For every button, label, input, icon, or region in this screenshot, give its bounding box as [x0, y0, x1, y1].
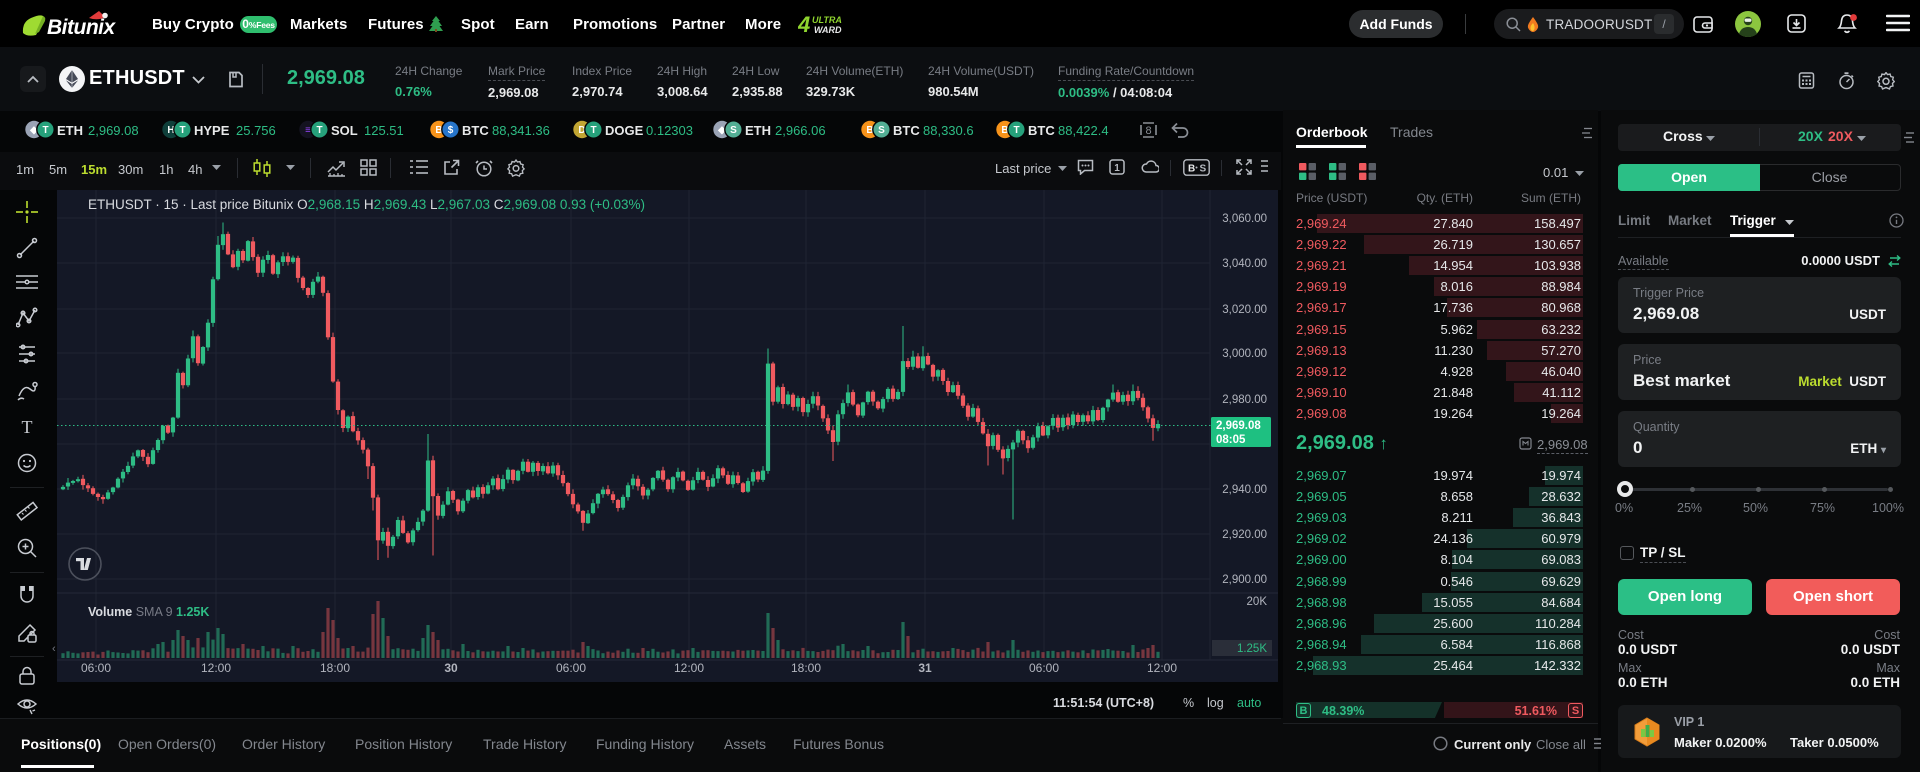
svg-text:2,900.00: 2,900.00 — [1222, 574, 1267, 586]
svg-text:2,940.00: 2,940.00 — [1222, 484, 1267, 496]
svg-text:2,920.00: 2,920.00 — [1222, 529, 1267, 541]
svg-text:2,980.00: 2,980.00 — [1222, 394, 1267, 406]
svg-text:WARD: WARD — [814, 25, 842, 35]
svg-text:12:00: 12:00 — [201, 661, 231, 675]
svg-text:4: 4 — [798, 12, 810, 37]
svg-text:18:00: 18:00 — [320, 661, 350, 675]
svg-text:12:00: 12:00 — [674, 661, 704, 675]
svg-text:06:00: 06:00 — [556, 661, 586, 675]
svg-text:08:05: 08:05 — [1216, 434, 1246, 446]
svg-text:ULTRA: ULTRA — [812, 15, 842, 25]
svg-text:Bitunix: Bitunix — [47, 16, 116, 39]
svg-text:ETHUSDT · 15 · Last price Bitu: ETHUSDT · 15 · Last price Bitunix O2,968… — [88, 197, 645, 212]
svg-text:‹: ‹ — [52, 643, 56, 655]
svg-text:20K: 20K — [1247, 596, 1268, 608]
svg-text:3,060.00: 3,060.00 — [1222, 213, 1267, 225]
svg-text:06:00: 06:00 — [81, 661, 111, 675]
svg-text:2,969.08: 2,969.08 — [1216, 420, 1261, 432]
svg-text:3,000.00: 3,000.00 — [1222, 348, 1267, 360]
svg-text:30: 30 — [444, 661, 458, 675]
svg-text:12:00: 12:00 — [1147, 661, 1177, 675]
svg-text:3,040.00: 3,040.00 — [1222, 258, 1267, 270]
svg-text:1.25K: 1.25K — [1237, 643, 1267, 655]
svg-text:31: 31 — [918, 661, 932, 675]
svg-text:Volume SMA 9 1.25K: Volume SMA 9 1.25K — [88, 605, 209, 619]
svg-text:3,020.00: 3,020.00 — [1222, 304, 1267, 316]
svg-text:18:00: 18:00 — [791, 661, 821, 675]
svg-text:06:00: 06:00 — [1029, 661, 1059, 675]
